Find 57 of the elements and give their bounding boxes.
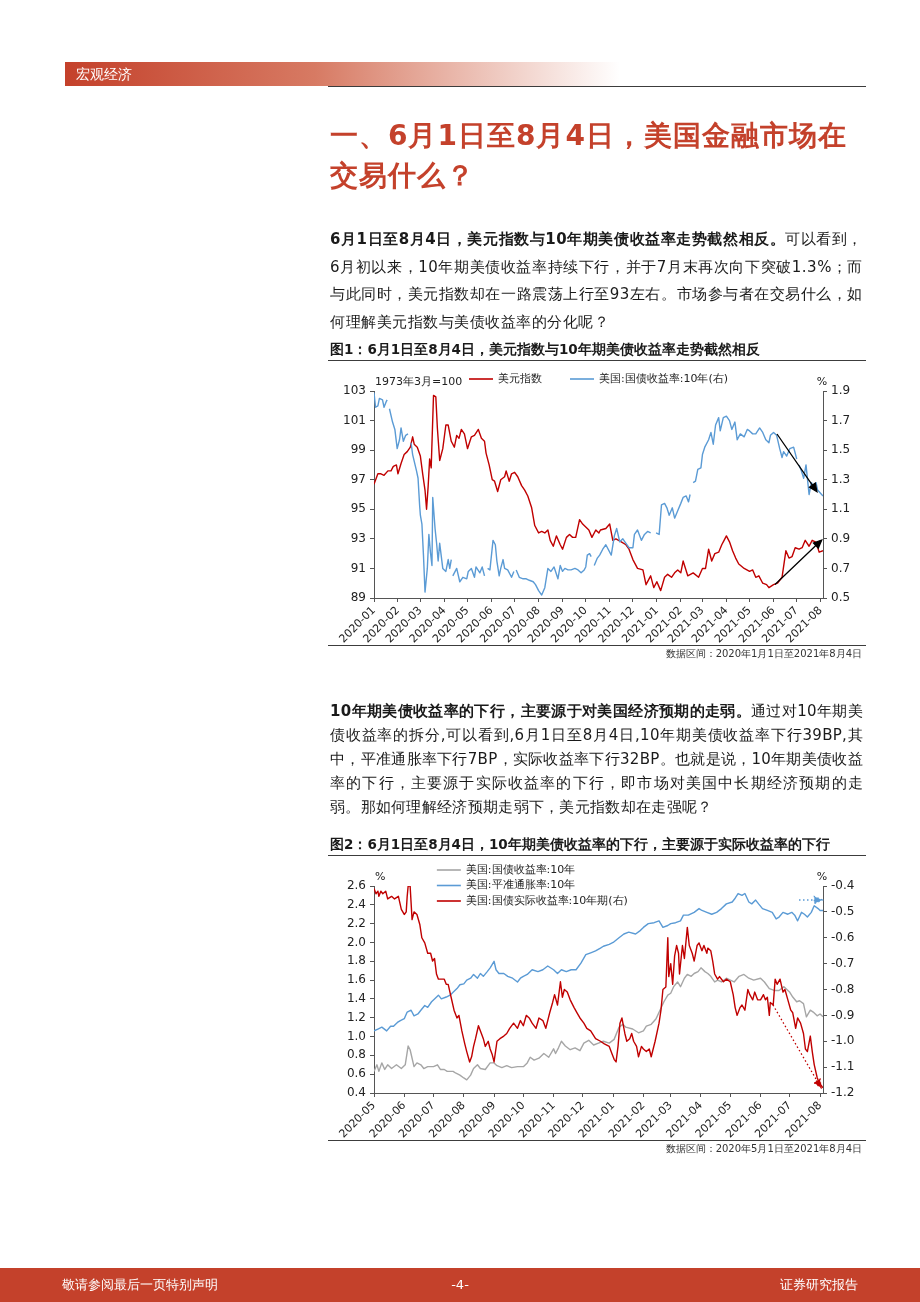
text: 数据区间：2020年5月1日至2021年8月4日: [665, 1142, 862, 1155]
text: 10年期美债收益率的下行，主要源于对美国经济预期的走弱。通过对10年期美债收益率的拆分,可以看到,6月1日至8月4日,10年期美债收益率下行39BP,其中，平准通胀率下行7BP，实际收益率下行32BP。也就是说，10年期美债收益率的下行，主要源于实际收益率的下行，即市场对美国中长期经济预期的走弱。那如何理解经济预期走弱下，美元指数却在走强呢？: [330, 702, 863, 816]
y2-axis-title: %: [816, 869, 828, 883]
legend-label: 美国:国债收益率:10年(右): [599, 371, 728, 385]
y-axis-title: %: [375, 869, 386, 883]
legend-label: 美国:国债收益率:10年: [465, 862, 576, 876]
y2-tick-label: -1.0: [831, 1033, 855, 1048]
y-tick-label: 95: [350, 501, 366, 516]
legend-label: 美国:平准通胀率:10年: [465, 878, 576, 892]
y2-tick-label: 0.5: [831, 590, 851, 605]
text: 敬请参阅最后一页特别声明: [62, 1276, 218, 1294]
y2-tick-label: 1.7: [831, 412, 851, 427]
y-tick-label: 1.8: [346, 953, 366, 968]
text: 宏观经济: [76, 65, 132, 84]
y-tick-label: 89: [350, 590, 366, 605]
y-tick-label: 103: [343, 383, 366, 398]
text: -4-: [451, 1276, 469, 1294]
y-tick-label: 99: [350, 442, 366, 457]
y2-tick-label: -0.5: [831, 904, 855, 918]
y-tick-label: 0.6: [346, 1066, 366, 1081]
y-tick-label: 91: [350, 560, 366, 575]
y2-tick-label: 0.7: [831, 560, 851, 575]
y-tick-label: 2.2: [346, 915, 366, 930]
y2-tick-label: 1.3: [831, 471, 851, 486]
y-tick-label: 0.4: [346, 1085, 366, 1100]
y-tick-label: 1.2: [346, 1009, 366, 1024]
text: 数据区间：2020年1月1日至2021年8月4日: [665, 647, 862, 660]
text: 6月1日至8月4日，美元指数与10年期美债收益率走势截然相反。可以看到，6月初以来，10年期美债收益率持续下行，并于7月末再次向下突破1.3%；而与此同时，美元指数却在一路震荡上行至93左右。市场参与者在交易什么，如何理解美元指数与美债收益率的分化呢？: [330, 230, 863, 331]
y-tick-label: 1.0: [346, 1028, 366, 1043]
y2-tick-label: -0.7: [831, 955, 855, 970]
y-tick-label: 97: [350, 471, 366, 486]
y-axis-title: 1973年3月=100: [375, 374, 463, 388]
y2-tick-label: 1.5: [831, 442, 851, 457]
y-tick-label: 1.6: [346, 972, 366, 987]
chart-title: 图1：6月1日至8月4日，美元指数与10年期美债收益率走势截然相反: [330, 340, 760, 358]
y-tick-label: 101: [343, 412, 366, 427]
y-tick-label: 0.8: [346, 1047, 366, 1062]
y2-tick-label: -1.2: [831, 1085, 855, 1100]
text: 证券研究报告: [780, 1276, 858, 1294]
y2-axis-title: %: [816, 374, 828, 388]
y2-tick-label: 1.1: [831, 501, 851, 516]
legend-label: 美国:国债实际收益率:10年期(右): [465, 893, 628, 907]
y2-tick-label: -0.8: [831, 981, 855, 996]
y-tick-label: 93: [350, 530, 366, 545]
y-tick-label: 2.4: [346, 896, 366, 911]
y2-tick-label: 1.9: [831, 383, 851, 398]
y2-tick-label: -0.6: [831, 929, 855, 944]
y2-tick-label: -1.1: [831, 1059, 855, 1074]
y2-tick-label: -0.9: [831, 1007, 855, 1022]
chart-title: 图2：6月1日至8月4日，10年期美债收益率的下行，主要源于实际收益率的下行: [330, 835, 830, 853]
legend-label: 美元指数: [498, 371, 542, 385]
y-tick-label: 1.4: [346, 991, 366, 1006]
y2-tick-label: -0.4: [831, 878, 855, 893]
y-tick-label: 2.6: [346, 878, 366, 893]
y2-tick-label: 0.9: [831, 530, 851, 545]
y-tick-label: 2.0: [346, 934, 366, 949]
text: 一、6月1日至8月4日，美国金融市场在交易什么？: [330, 118, 848, 194]
